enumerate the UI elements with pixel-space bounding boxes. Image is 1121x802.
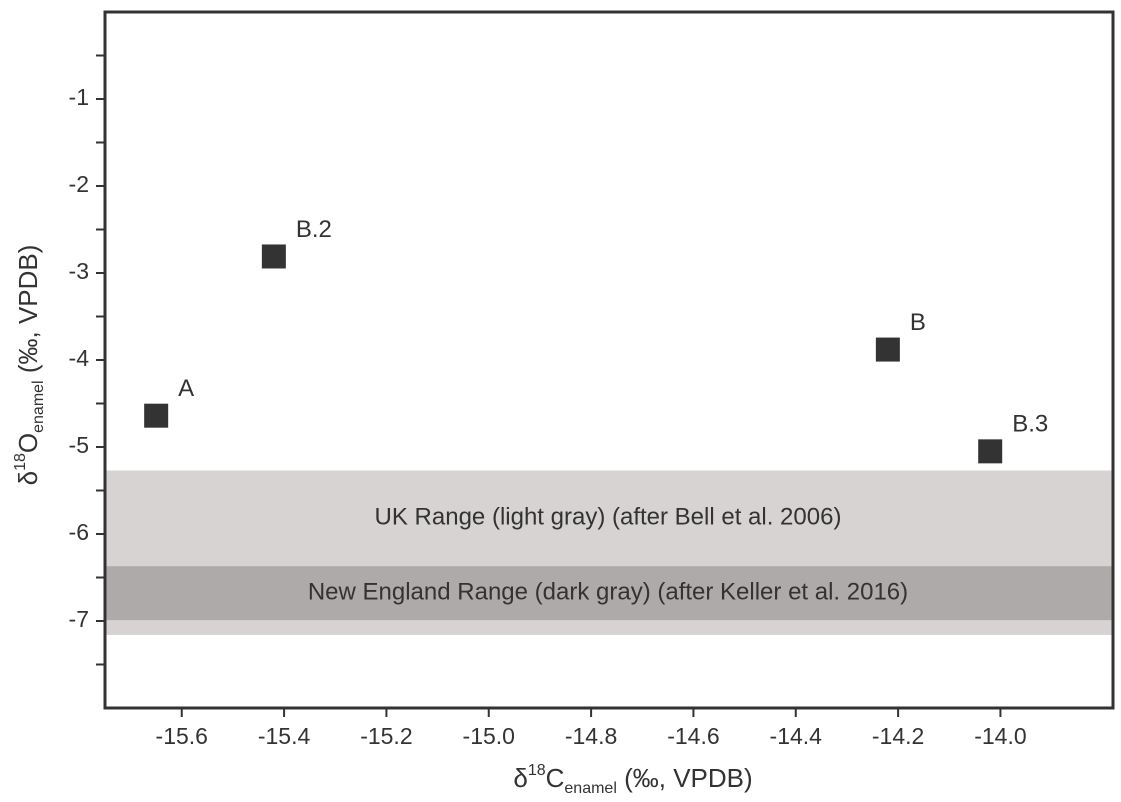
point-label: B.2: [296, 216, 332, 243]
y-axis-label-part: δ: [13, 471, 43, 485]
y-tick-label: -5: [69, 432, 89, 458]
band-label: UK Range (light gray) (after Bell et al.…: [375, 504, 842, 531]
range-band: [105, 566, 1113, 621]
data-point: [978, 439, 1003, 464]
y-axis-label: δ18Oenamel (‰, VPDB): [12, 245, 47, 486]
y-tick-label: -2: [69, 171, 89, 197]
y-tick-label: -1: [69, 84, 89, 110]
point-label: B: [910, 309, 926, 336]
x-tick-label: -15.4: [258, 723, 311, 749]
y-tick-label: -3: [69, 258, 89, 284]
y-axis-label-part: (‰, VPDB): [13, 245, 43, 381]
x-axis-label-part: (‰, VPDB): [617, 763, 753, 793]
band-label: New England Range (dark gray) (after Kel…: [308, 579, 908, 606]
x-tick-label: -14.8: [565, 723, 617, 749]
x-axis-label: δ18Cenamel (‰, VPDB): [513, 762, 752, 797]
x-axis-label-part: δ: [513, 763, 527, 793]
x-axis-label-part: 18: [528, 762, 546, 779]
y-axis-label-part: enamel: [30, 380, 47, 432]
data-point: [875, 337, 900, 362]
y-tick-label: -4: [69, 345, 90, 371]
x-axis-label-part: C: [546, 763, 565, 793]
point-label: B.3: [1012, 411, 1048, 438]
y-axis-label-part: O: [13, 433, 43, 453]
x-axis-label-part: enamel: [564, 780, 616, 797]
y-axis-label-part: 18: [12, 453, 29, 471]
x-tick-label: -14.0: [974, 723, 1026, 749]
point-label: A: [178, 375, 194, 402]
x-tick-label: -15.6: [156, 723, 208, 749]
x-tick-label: -15.0: [463, 723, 515, 749]
x-tick-label: -14.4: [770, 723, 823, 749]
x-tick-label: -15.2: [360, 723, 412, 749]
x-tick-label: -14.2: [872, 723, 924, 749]
data-point: [144, 403, 169, 428]
data-point: [261, 244, 286, 269]
y-tick-label: -7: [69, 606, 89, 632]
y-tick-label: -6: [69, 519, 89, 545]
x-tick-label: -14.6: [667, 723, 719, 749]
